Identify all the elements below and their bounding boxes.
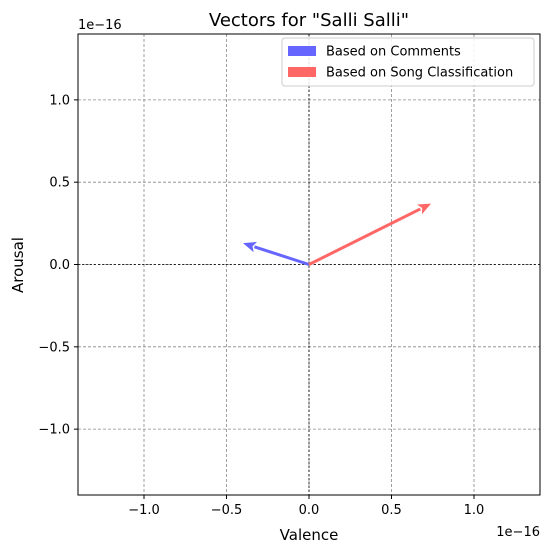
vector-shaft-0 <box>253 245 310 266</box>
y-axis-offset-label: 1e−16 <box>78 18 122 33</box>
vector-head-0 <box>243 241 258 253</box>
y-tick-label: 1.0 <box>49 93 70 108</box>
vector-head-1 <box>417 203 432 215</box>
y-tick-label: −0.5 <box>38 340 70 355</box>
legend-label-1: Based on Song Classification <box>326 66 513 81</box>
legend-box <box>281 37 535 87</box>
chart-title: Vectors for "Salli Salli" <box>209 10 409 31</box>
vector-shaft-1 <box>308 207 422 266</box>
y-tick-label: 0.5 <box>49 176 70 191</box>
x-tick-label: −0.5 <box>211 503 243 518</box>
y-axis-label: Arousal <box>9 237 27 293</box>
legend-label-0: Based on Comments <box>326 45 461 60</box>
legend-swatch-1 <box>288 67 316 77</box>
x-tick-label: 0.5 <box>381 503 402 518</box>
x-tick-label: 1.0 <box>464 503 485 518</box>
x-tick-label: 0.0 <box>299 503 320 518</box>
y-tick-label: −1.0 <box>38 423 70 438</box>
legend-swatch-0 <box>288 46 316 56</box>
x-tick-label: −1.0 <box>128 503 160 518</box>
y-tick-label: 0.0 <box>49 258 70 273</box>
legend: Based on Comments Based on Song Classific… <box>281 37 535 87</box>
x-axis-label: Valence <box>280 526 339 544</box>
plot-area: −1.0 −0.5 0.0 0.5 1.0 −1.0 −0.5 0.0 0.5 1.0 <box>38 33 541 518</box>
x-axis-offset-label: 1e−16 <box>496 525 540 540</box>
